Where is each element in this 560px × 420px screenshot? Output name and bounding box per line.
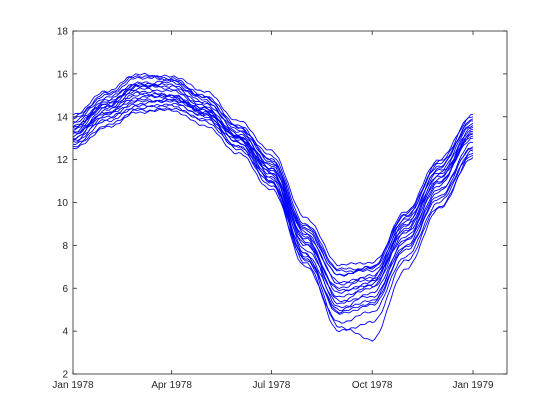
y-tick-label: 12 [57,155,69,166]
x-tick-label: Jan 1979 [452,380,494,391]
series-lines [72,72,474,342]
y-tick-label: 2 [62,370,68,381]
series-line [72,81,474,273]
series-line [72,108,474,312]
x-tick-label: Oct 1978 [352,380,393,391]
series-line [72,91,474,305]
series-line [72,74,474,267]
x-tick-label: Jan 1978 [52,380,94,391]
y-tick-label: 10 [57,198,69,209]
series-line [72,98,474,290]
series-line [72,107,474,314]
series-line [72,78,474,284]
x-axis: Jan 1978 Apr 1978 Jul 1978 Oct 1978 Jan 1979 [52,31,494,391]
y-tick-label: 14 [57,112,69,123]
series-line [72,98,474,315]
series-line [72,94,474,309]
y-tick-label: 4 [62,327,68,338]
series-line [72,75,474,271]
y-tick-label: 6 [62,284,68,295]
y-tick-label: 8 [62,241,68,252]
series-line [72,83,474,294]
x-tick-label: Apr 1978 [151,380,192,391]
y-tick-label: 18 [57,27,69,38]
series-line [72,89,474,298]
series-line [72,72,474,276]
series-line [72,98,474,342]
series-line [72,83,474,286]
y-tick-label: 16 [57,69,69,80]
y-axis: 2 4 6 8 10 12 14 16 18 [57,27,507,381]
series-line [72,104,474,324]
series-line [72,87,474,292]
x-tick-label: Jul 1978 [252,380,290,391]
series-line [72,93,474,303]
series-line [72,102,474,333]
